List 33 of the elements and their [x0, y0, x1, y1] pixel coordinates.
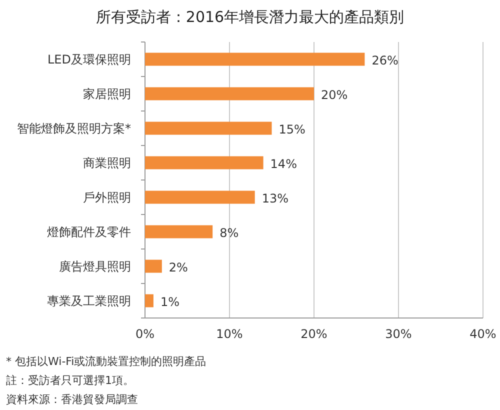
y-tick-label: 家居照明	[83, 86, 131, 101]
data-label: 2%	[168, 260, 188, 274]
data-label: 15%	[278, 122, 306, 136]
x-tick-label: 30%	[385, 327, 412, 341]
text: * 包括以Wi-Fi或流動裝置控制的照明產品	[6, 355, 206, 368]
bar	[145, 52, 365, 66]
bar	[145, 260, 162, 273]
text: 註：受訪者只可選擇1項。	[6, 374, 134, 387]
chart-title: 所有受訪者：2016年增長潛力最大的產品類別	[96, 8, 404, 26]
bar	[145, 190, 255, 204]
y-tick-label: LED及環保照明	[47, 52, 131, 66]
data-label: 14%	[270, 156, 297, 171]
bar	[145, 156, 264, 170]
y-tick-label: 燈飾配件及零件	[47, 224, 131, 239]
y-tick-label: 智能燈飾及照明方案*	[17, 121, 131, 136]
bar	[145, 87, 314, 100]
y-tick-label: 商業照明	[83, 156, 131, 170]
y-tick-label: 專業及工業照明	[47, 294, 131, 308]
x-tick-label: 20%	[300, 327, 328, 341]
data-label: 1%	[160, 294, 180, 309]
data-label: 8%	[220, 226, 239, 240]
data-label: 13%	[262, 191, 289, 206]
data-label: 20%	[321, 88, 348, 102]
bar	[145, 225, 213, 238]
x-tick-label: 40%	[470, 327, 496, 341]
x-tick-label: 10%	[216, 327, 243, 341]
x-tick-label: 0%	[135, 327, 155, 341]
y-tick-label: 戶外照明	[83, 190, 131, 204]
data-label: 26%	[372, 53, 398, 68]
bar	[145, 122, 272, 135]
source-note: 資料來源：香港貿發局調查	[6, 393, 138, 406]
bar	[145, 294, 154, 308]
y-tick-label: 廣告燈具照明	[59, 259, 131, 274]
